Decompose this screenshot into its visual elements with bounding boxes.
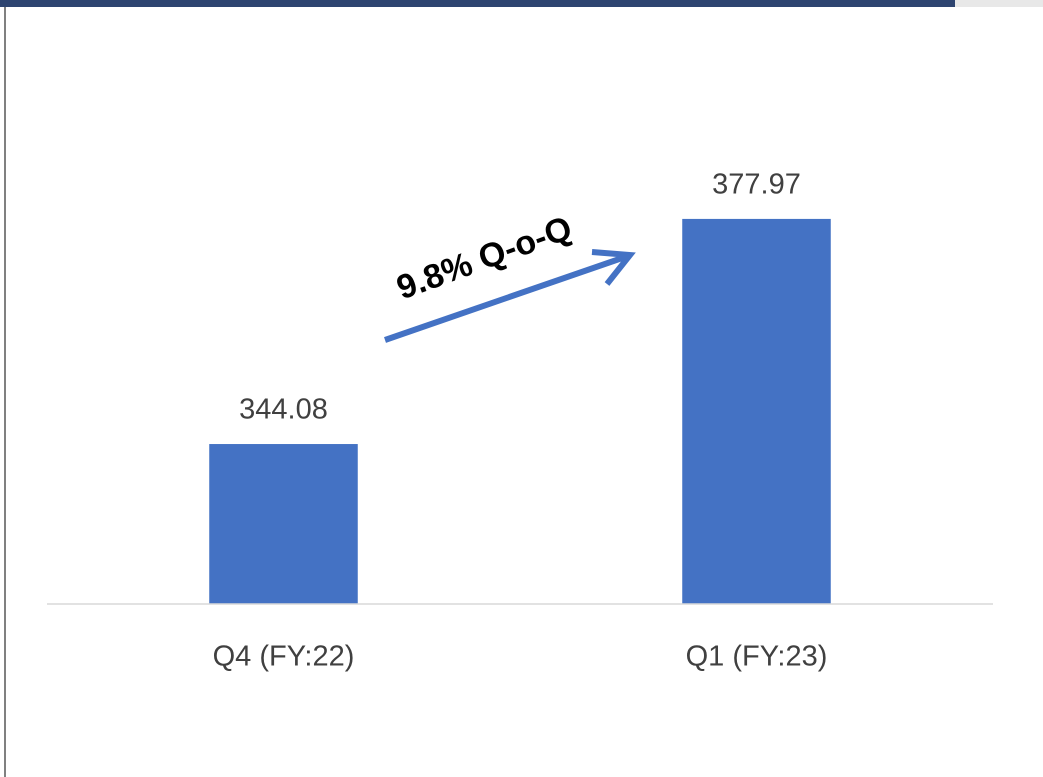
arrow-shaft — [384, 253, 629, 343]
top-bar — [0, 0, 955, 7]
value-label: 344.08 — [239, 394, 328, 426]
arrow-head — [591, 249, 636, 286]
x-tick-label: Q4 (FY:22) — [213, 641, 355, 673]
top-corner — [955, 0, 1043, 7]
arrow — [384, 249, 636, 343]
x-tick-label: Q1 (FY:23) — [686, 641, 828, 673]
annotation: 9.8% Q-o-Q — [392, 209, 577, 307]
value-label: 377.97 — [712, 169, 801, 201]
bar — [209, 444, 358, 604]
bar — [682, 218, 831, 604]
